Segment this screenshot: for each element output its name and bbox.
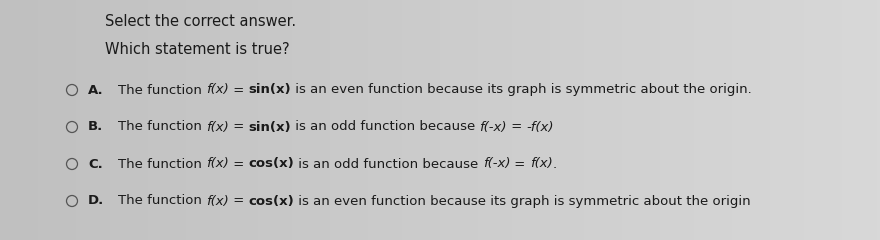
Text: The function: The function [118, 157, 206, 170]
Text: is an even function because its graph is symmetric about the origin: is an even function because its graph is… [294, 194, 751, 208]
Text: f(x): f(x) [206, 157, 229, 170]
Text: f(x): f(x) [206, 84, 229, 96]
Text: =: = [229, 84, 248, 96]
Text: The function: The function [118, 84, 206, 96]
Text: =: = [229, 120, 248, 133]
Text: =: = [229, 157, 248, 170]
Text: Select the correct answer.: Select the correct answer. [105, 14, 297, 29]
Text: cos(x): cos(x) [248, 194, 294, 208]
Text: sin(x): sin(x) [248, 120, 291, 133]
Text: The function: The function [118, 194, 206, 208]
Text: D.: D. [88, 194, 104, 208]
Text: Which statement is true?: Which statement is true? [105, 42, 290, 57]
Text: B.: B. [88, 120, 103, 133]
Text: f(x): f(x) [206, 194, 229, 208]
Text: is an even function because its graph is symmetric about the origin.: is an even function because its graph is… [291, 84, 752, 96]
Text: =: = [229, 194, 248, 208]
Text: C.: C. [88, 157, 103, 170]
Text: f(x): f(x) [530, 157, 553, 170]
Text: sin(x): sin(x) [248, 84, 291, 96]
Text: =: = [507, 120, 526, 133]
Text: f(x): f(x) [206, 120, 229, 133]
Text: .: . [553, 157, 556, 170]
Text: The function: The function [118, 120, 206, 133]
Text: A.: A. [88, 84, 104, 96]
Text: f(-x): f(-x) [480, 120, 507, 133]
Text: =: = [510, 157, 530, 170]
Text: is an odd function because: is an odd function because [291, 120, 480, 133]
Text: f(-x): f(-x) [482, 157, 510, 170]
Text: is an odd function because: is an odd function because [294, 157, 482, 170]
Text: cos(x): cos(x) [248, 157, 294, 170]
Text: -f(x): -f(x) [526, 120, 554, 133]
